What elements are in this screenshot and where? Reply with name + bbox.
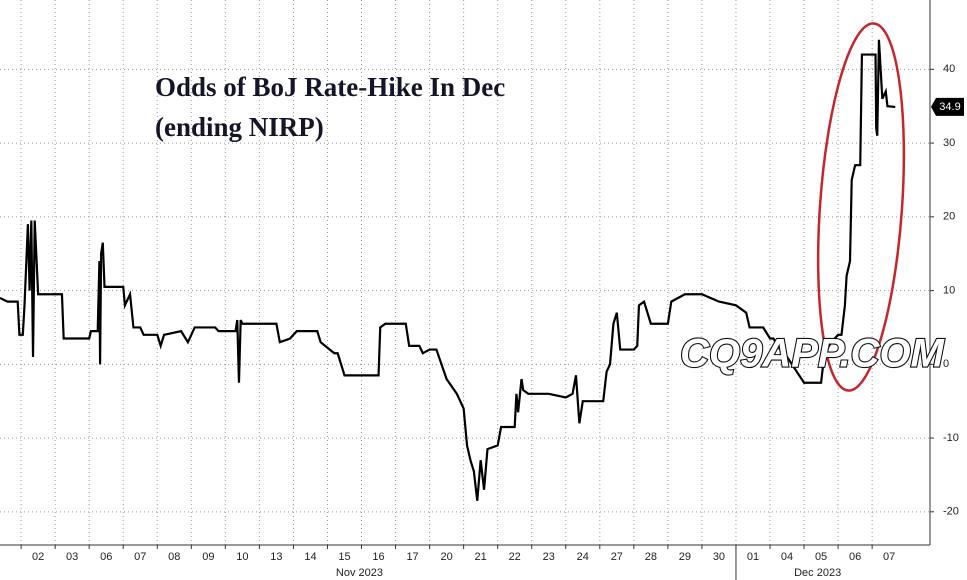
x-tick-label: 21 xyxy=(475,551,487,563)
x-tick-label: 20 xyxy=(440,551,452,563)
x-tick-label: 27 xyxy=(611,551,623,563)
y-tick-label: 40 xyxy=(943,63,955,75)
month-label: Nov 2023 xyxy=(336,567,383,579)
watermark: CQ9APP.COM xyxy=(680,332,945,376)
chart-title: (ending NIRP) xyxy=(155,112,324,142)
x-tick-label: 30 xyxy=(713,551,725,563)
highlight-ellipse xyxy=(816,22,906,392)
x-tick-label: 29 xyxy=(679,551,691,563)
chart-title: Odds of BoJ Rate-Hike In Dec xyxy=(155,72,505,102)
x-tick-label: 09 xyxy=(202,551,214,563)
x-tick-label: 10 xyxy=(236,551,248,563)
x-tick-label: 17 xyxy=(406,551,418,563)
y-tick-label: 0 xyxy=(943,358,949,370)
last-value-label: 34.9 xyxy=(939,101,960,113)
x-tick-label: 13 xyxy=(270,551,282,563)
x-tick-label: 14 xyxy=(304,551,316,563)
y-tick-label: -20 xyxy=(943,506,959,518)
x-tick-label: 16 xyxy=(372,551,384,563)
x-tick-label: 28 xyxy=(645,551,657,563)
y-tick-label: 30 xyxy=(943,137,955,149)
x-tick-label: 06 xyxy=(100,551,112,563)
y-tick-label: -10 xyxy=(943,432,959,444)
x-tick-label: 02 xyxy=(32,551,44,563)
x-tick-label: 07 xyxy=(883,551,895,563)
line-series xyxy=(0,39,896,501)
x-tick-label: 07 xyxy=(134,551,146,563)
x-tick-label: 05 xyxy=(815,551,827,563)
x-tick-label: 24 xyxy=(577,551,589,563)
x-tick-label: 23 xyxy=(543,551,555,563)
x-tick-label: 01 xyxy=(747,551,759,563)
x-tick-label: 22 xyxy=(509,551,521,563)
plot: 34.9 xyxy=(0,39,964,501)
x-tick-label: 08 xyxy=(168,551,180,563)
x-tick-label: 15 xyxy=(338,551,350,563)
y-tick-label: 10 xyxy=(943,284,955,296)
x-tick-label: 06 xyxy=(849,551,861,563)
x-tick-label: 03 xyxy=(66,551,78,563)
x-tick-label: 04 xyxy=(781,551,793,563)
y-tick-label: 20 xyxy=(943,211,955,223)
last-value-tag xyxy=(931,97,964,116)
month-label: Dec 2023 xyxy=(794,567,841,579)
